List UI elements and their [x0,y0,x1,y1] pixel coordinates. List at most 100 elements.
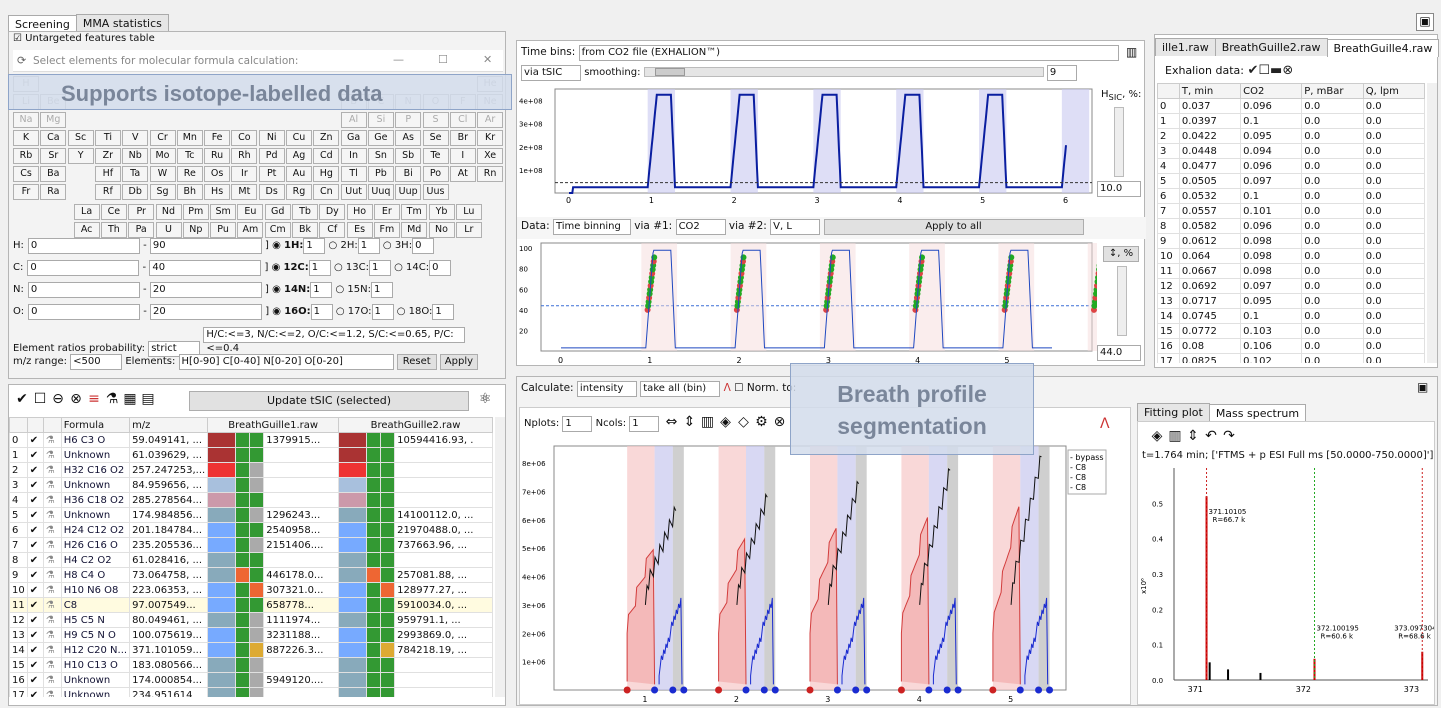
remove-icon[interactable]: ⊗ [70,391,82,407]
row-checkbox[interactable]: ✔ [26,627,44,643]
table-row[interactable]: 3 ✔ ⚗ Unknown 84.959656, ... [9,477,493,493]
peak-icon[interactable]: Λ [723,382,731,394]
element-Dy[interactable]: Dy [319,204,346,220]
tab-raw-4[interactable]: BreathGuille4.raw [1326,39,1440,57]
element-Sm[interactable]: Sm [210,204,237,220]
element-Fr[interactable]: Fr [13,184,39,200]
element-Hf[interactable]: Hf [94,166,121,182]
element-Es[interactable]: Es [346,222,373,238]
row-checkbox[interactable]: ✔ [26,582,44,598]
pct-slider[interactable] [1117,266,1127,336]
element-Co[interactable]: Co [231,130,258,146]
element-Cr[interactable]: Cr [149,130,176,146]
element-Cd[interactable]: Cd [313,148,340,164]
element-Bk[interactable]: Bk [292,222,318,238]
element-Cs[interactable]: Cs [13,166,39,182]
element-Ac[interactable]: Ac [73,222,100,238]
ratio-text-field[interactable]: H/C:<=3, N/C:<=2, O/C:<=1.2, S/C:<=0.65,… [203,327,466,354]
table-row[interactable]: 0 ✔ ⚗ H6 C3 O 59.049141, ... 1379915... 105944… [9,432,493,448]
element-Zn[interactable]: Zn [313,130,340,146]
table-row[interactable]: 14 ✔ ⚗ H12 C20 N... 371.101059... 887226.3...… [9,642,493,658]
element-Lr[interactable]: Lr [455,222,482,238]
feature-col-header[interactable]: Formula [60,417,131,433]
element-Uuq[interactable]: Uuq [367,184,394,200]
structure-icon[interactable]: ⚛ [479,391,492,407]
element-Mg[interactable]: Mg [40,112,67,128]
table-icon[interactable]: ▦ [123,391,137,407]
element-Nd[interactable]: Nd [155,204,182,220]
table-row[interactable]: 6 0.0532 0.1 0.0 0.0 [1157,188,1425,204]
chart-settings-icon[interactable]: ▥ [1126,45,1138,59]
table-row[interactable]: 5 ✔ ⚗ Unknown 174.984856... 1296243... 1410011… [9,507,493,523]
ncols-spin[interactable]: 1 [629,416,660,432]
range-max-field[interactable]: 20 [149,282,262,298]
table-row[interactable]: 2 0.0422 0.095 0.0 0.0 [1157,128,1425,144]
smoothing-slider[interactable] [643,67,1044,77]
row-checkbox[interactable]: ✔ [26,657,44,673]
element-Pm[interactable]: Pm [182,204,209,220]
bars-icon-2[interactable]: ▥ [1168,428,1182,444]
table-row[interactable]: 4 ✔ ⚗ H36 C18 O2 285.278564... [9,492,493,508]
tag-icon-2[interactable]: ◈ [1151,428,1163,444]
feature-scrollbar[interactable] [495,417,505,697]
element-Th[interactable]: Th [100,222,127,238]
element-Yb[interactable]: Yb [428,204,455,220]
minimize-icon[interactable]: — [393,53,404,66]
expand-h-icon[interactable]: ⇔ [665,414,678,430]
feature-col-header[interactable] [26,417,44,433]
isotope-radio[interactable]: ] ◉ [261,240,285,251]
isotope-radio-2[interactable]: ○ [332,306,348,317]
reset-button[interactable]: Reset [396,354,437,370]
element-Ca[interactable]: Ca [40,130,67,146]
element-I[interactable]: I [449,148,476,164]
data-mode-select[interactable]: Time binning [552,219,631,235]
expand-v-icon-2[interactable]: ⇕ [1187,428,1199,444]
table-row[interactable]: 7 ✔ ⚗ H26 C16 O 235.205536... 2151406.... 7376… [9,537,493,553]
element-Sg[interactable]: Sg [149,184,176,200]
row-checkbox[interactable]: ✔ [26,537,44,553]
tab-raw-1[interactable]: ille1.raw [1155,38,1216,56]
element-Rh[interactable]: Rh [231,148,258,164]
isotope-radio[interactable]: ] ◉ [262,306,285,317]
table-row[interactable]: 4 0.0477 0.096 0.0 0.0 [1157,158,1425,174]
range-max-field[interactable]: 40 [149,260,262,276]
table-row[interactable]: 14 0.0745 0.1 0.0 0.0 [1157,308,1425,324]
apply-all-button[interactable]: Apply to all [823,219,1084,235]
element-Rn[interactable]: Rn [477,166,504,182]
element-Zr[interactable]: Zr [94,148,121,164]
element-Ag[interactable]: Ag [286,148,312,164]
element-Uus[interactable]: Uus [422,184,449,200]
element-At[interactable]: At [449,166,476,182]
range-min-field[interactable]: 0 [28,304,141,320]
table-row[interactable]: 8 ✔ ⚗ H4 C2 O2 61.028416, ... [9,552,493,568]
element-Cm[interactable]: Cm [264,222,291,238]
tab-fitting-plot[interactable]: Fitting plot [1137,403,1210,421]
element-Ru[interactable]: Ru [204,148,231,164]
element-Ir[interactable]: Ir [231,166,258,182]
apply-button[interactable]: Apply [439,354,478,370]
undo-icon[interactable]: ↶ [1205,428,1217,444]
isotope1-spin[interactable]: 1 [303,238,326,254]
row-checkbox[interactable]: ✔ [26,477,44,493]
exhalion-col-header[interactable] [1157,83,1180,99]
element-Os[interactable]: Os [204,166,231,182]
calc-mode-select[interactable]: intensity [576,381,637,397]
table-row[interactable]: 12 0.0692 0.097 0.0 0.0 [1157,278,1425,294]
element-Sc[interactable]: Sc [67,130,94,146]
table-row[interactable]: 16 ✔ ⚗ Unknown 174.000854... 5949120.... [9,672,493,688]
tab-mass-spectrum[interactable]: Mass spectrum [1208,404,1307,422]
element-Md[interactable]: Md [401,222,428,238]
element-Fe[interactable]: Fe [204,130,231,146]
table-row[interactable]: 3 0.0448 0.094 0.0 0.0 [1157,143,1425,159]
folder-icon[interactable]: ▬ [1270,63,1283,78]
exhalion-col-header[interactable]: P, mBar [1301,83,1364,99]
isotope-radio-2[interactable]: ○ [332,284,348,295]
element-Pa[interactable]: Pa [128,222,155,238]
elements-field[interactable]: H[0-90] C[0-40] N[0-20] O[0-20] [178,354,394,370]
take-mode-select[interactable]: take all (bin) [640,381,721,397]
element-Uup[interactable]: Uup [395,184,422,200]
table-row[interactable]: 10 ✔ ⚗ H10 N6 O8 223.06353, ... 307321.0... 12… [9,582,493,598]
table-row[interactable]: 16 0.08 0.106 0.0 0.0 [1157,338,1425,354]
exhalion-col-header[interactable]: Q, lpm [1362,83,1425,99]
row-checkbox[interactable]: ✔ [26,522,44,538]
